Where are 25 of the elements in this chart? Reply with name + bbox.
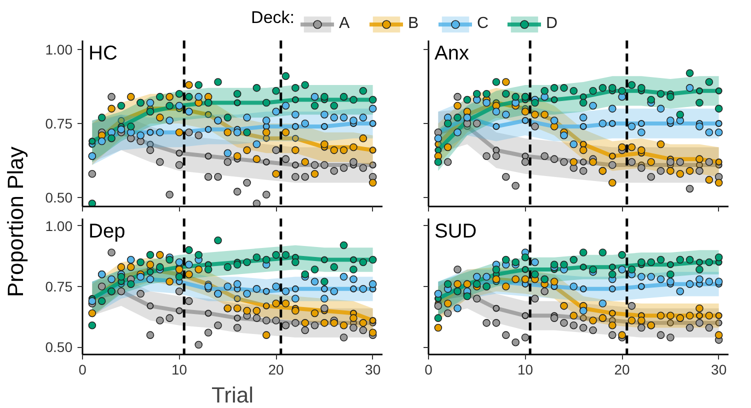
chart-title: Anx [434, 42, 469, 64]
chart-title: HC [88, 42, 118, 64]
y-tick-label: 0.75 [45, 116, 73, 132]
x-tick-label: 10 [517, 362, 534, 378]
y-axis-title: Proportion Play [2, 146, 29, 298]
x-tick-label: 30 [711, 362, 727, 378]
x-tick-label: 30 [365, 362, 381, 378]
x-tick-label: 20 [614, 362, 630, 378]
x-tick-label: 0 [78, 362, 87, 378]
legend-label: C [477, 15, 490, 33]
y-tick-label: 1.00 [45, 41, 73, 58]
chart-title: SUD [434, 220, 477, 242]
x-axis-title: Trial [212, 382, 254, 408]
y-tick-label: 0.75 [45, 278, 73, 294]
x-tick-label: 10 [171, 362, 188, 378]
legend-label: D [546, 15, 559, 33]
y-tick-label: 1.00 [45, 218, 73, 234]
legend-title: Deck: [251, 8, 295, 27]
y-tick-label: 0.50 [45, 339, 73, 356]
chart-title: Dep [88, 220, 126, 242]
x-tick-label: 20 [268, 362, 284, 378]
x-tick-label: 0 [424, 362, 433, 378]
legend-label: A [339, 15, 351, 33]
y-tick-label: 0.50 [45, 190, 73, 206]
legend-label: B [408, 15, 420, 33]
